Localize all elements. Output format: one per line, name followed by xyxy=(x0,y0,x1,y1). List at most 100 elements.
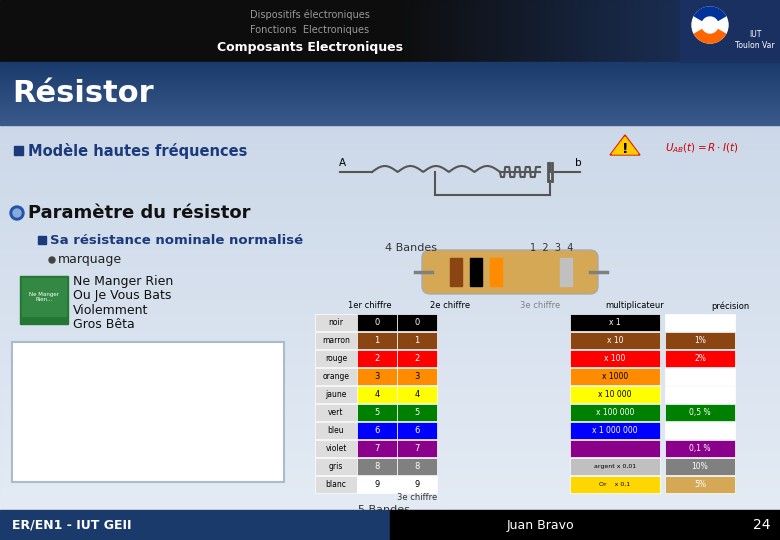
Bar xyxy=(0,340,780,341)
Bar xyxy=(677,0,678,62)
Bar xyxy=(0,501,780,502)
Bar xyxy=(0,368,780,369)
Bar xyxy=(0,398,780,399)
Bar xyxy=(0,332,780,333)
Bar xyxy=(0,514,780,515)
Bar xyxy=(518,0,519,62)
Bar xyxy=(0,531,780,532)
Bar xyxy=(606,0,607,62)
Bar xyxy=(724,0,725,62)
Bar xyxy=(437,0,438,62)
Bar xyxy=(500,0,501,62)
Bar xyxy=(0,377,780,378)
Bar xyxy=(646,0,647,62)
Bar xyxy=(0,107,780,108)
Bar xyxy=(771,0,772,62)
Bar xyxy=(0,306,780,307)
Text: !: ! xyxy=(622,142,628,156)
Bar xyxy=(411,0,412,62)
Bar xyxy=(692,0,693,62)
Text: Ou Je Vous Bats: Ou Je Vous Bats xyxy=(73,289,172,302)
Bar xyxy=(580,0,581,62)
Bar xyxy=(0,311,780,312)
Bar xyxy=(0,349,780,350)
Bar xyxy=(0,292,780,293)
Bar xyxy=(766,0,767,62)
Bar xyxy=(476,0,477,62)
Bar xyxy=(0,399,780,400)
Bar xyxy=(0,257,780,258)
Bar xyxy=(0,358,780,359)
Bar xyxy=(0,173,780,174)
Bar xyxy=(636,0,637,62)
Bar xyxy=(0,345,780,346)
Bar xyxy=(665,386,735,403)
Bar xyxy=(0,468,780,469)
Bar xyxy=(453,0,454,62)
Bar xyxy=(442,518,452,540)
Bar xyxy=(688,0,689,62)
Bar xyxy=(711,0,712,62)
Bar xyxy=(0,131,780,132)
Bar xyxy=(665,476,735,493)
Bar xyxy=(0,103,780,104)
Text: Gros Bêta: Gros Bêta xyxy=(73,318,135,330)
Bar xyxy=(487,0,488,62)
Bar xyxy=(732,0,733,62)
Bar xyxy=(0,294,780,295)
Bar xyxy=(567,0,568,62)
Bar xyxy=(523,0,524,62)
Bar xyxy=(0,352,780,353)
Bar xyxy=(315,368,357,385)
Bar xyxy=(0,100,780,101)
Bar xyxy=(611,0,612,62)
Bar xyxy=(640,0,641,62)
Bar xyxy=(0,474,780,475)
Bar xyxy=(0,293,780,294)
Bar xyxy=(446,0,447,62)
Bar xyxy=(563,0,564,62)
Bar xyxy=(0,396,780,397)
Bar xyxy=(0,334,780,335)
Bar xyxy=(0,536,780,537)
Bar xyxy=(430,0,431,62)
Bar xyxy=(622,0,623,62)
Bar xyxy=(584,0,585,62)
Bar xyxy=(756,0,757,62)
Bar xyxy=(0,366,780,367)
Bar xyxy=(0,149,780,150)
Bar xyxy=(0,418,780,419)
Bar xyxy=(550,0,551,62)
Bar xyxy=(675,0,676,62)
Bar xyxy=(456,0,457,62)
Bar xyxy=(542,0,543,62)
Bar xyxy=(0,289,780,290)
Bar xyxy=(0,68,780,69)
Bar xyxy=(569,0,570,62)
Bar xyxy=(739,0,740,62)
Bar xyxy=(0,96,780,97)
Bar xyxy=(765,0,766,62)
Bar xyxy=(0,393,780,394)
Bar xyxy=(651,0,652,62)
Bar xyxy=(0,359,780,360)
Bar xyxy=(498,0,499,62)
Bar xyxy=(0,454,780,455)
Bar xyxy=(574,0,575,62)
Bar xyxy=(526,0,527,62)
Bar xyxy=(0,186,780,187)
Bar xyxy=(601,0,602,62)
Bar xyxy=(0,226,780,227)
Bar xyxy=(684,0,685,62)
Bar xyxy=(0,195,780,196)
Bar xyxy=(0,455,780,456)
Bar xyxy=(0,401,780,402)
Bar xyxy=(490,0,491,62)
Bar xyxy=(608,0,609,62)
Bar xyxy=(595,0,596,62)
Bar xyxy=(0,481,780,482)
Text: Ne Manger
Rien...: Ne Manger Rien... xyxy=(29,292,59,302)
Bar xyxy=(0,267,780,268)
Bar xyxy=(0,386,780,387)
Bar xyxy=(0,256,780,257)
